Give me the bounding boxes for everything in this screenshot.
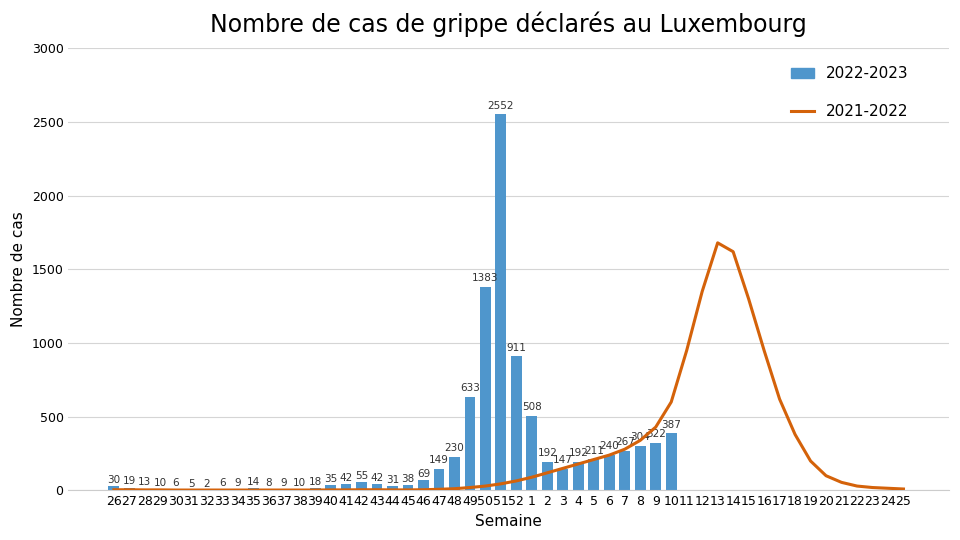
Bar (650, 443, 661, 490)
Text: 2: 2 (204, 479, 210, 489)
Text: 18: 18 (308, 477, 322, 487)
Bar (465, 397, 475, 490)
Bar (402, 485, 414, 490)
Text: 911: 911 (507, 342, 526, 353)
Bar (155, 489, 166, 490)
Text: 10: 10 (293, 478, 306, 488)
Text: 192: 192 (568, 449, 588, 458)
Bar (310, 488, 321, 490)
Text: 192: 192 (538, 449, 558, 458)
Bar (294, 489, 305, 490)
Bar (526, 416, 538, 490)
Text: 69: 69 (417, 469, 430, 479)
Text: 55: 55 (355, 471, 369, 481)
Text: 9: 9 (281, 478, 287, 488)
Title: Nombre de cas de grippe déclarés au Luxembourg: Nombre de cas de grippe déclarés au Luxe… (210, 11, 807, 37)
Bar (558, 469, 568, 490)
Text: 211: 211 (584, 446, 604, 456)
Text: 230: 230 (444, 443, 465, 453)
Text: 304: 304 (631, 432, 650, 442)
Text: 14: 14 (247, 477, 260, 487)
Bar (418, 480, 429, 490)
Bar (511, 356, 522, 490)
Text: 19: 19 (123, 476, 136, 487)
Text: 240: 240 (599, 441, 619, 451)
Text: 31: 31 (386, 475, 399, 485)
Text: 13: 13 (138, 477, 152, 488)
Text: 147: 147 (553, 455, 573, 465)
Text: 267: 267 (614, 437, 635, 448)
Text: 30: 30 (108, 475, 120, 485)
Text: 387: 387 (661, 420, 682, 430)
Bar (588, 460, 599, 490)
Bar (278, 489, 290, 490)
Bar (666, 434, 677, 490)
Text: 9: 9 (234, 478, 241, 488)
Bar (263, 489, 275, 490)
Bar (325, 485, 336, 490)
Text: 508: 508 (522, 402, 541, 412)
Text: 5: 5 (188, 478, 195, 489)
Text: 8: 8 (265, 478, 272, 488)
X-axis label: Semaine: Semaine (475, 514, 542, 529)
Text: 42: 42 (371, 473, 384, 483)
Text: 2552: 2552 (488, 100, 515, 111)
Text: 1383: 1383 (472, 273, 498, 283)
Legend: 2022-2023, 2021-2022: 2022-2023, 2021-2022 (785, 60, 915, 125)
Bar (248, 488, 258, 490)
Bar (108, 486, 119, 490)
Bar (542, 462, 553, 490)
Bar (232, 489, 243, 490)
Bar (573, 462, 584, 490)
Y-axis label: Nombre de cas: Nombre de cas (12, 212, 26, 327)
Bar (449, 457, 460, 490)
Text: 10: 10 (154, 478, 167, 488)
Text: 35: 35 (324, 474, 337, 484)
Text: 6: 6 (219, 478, 226, 488)
Bar (139, 489, 150, 490)
Text: 42: 42 (340, 473, 352, 483)
Bar (124, 488, 134, 490)
Bar (372, 484, 382, 490)
Bar (480, 287, 491, 490)
Bar (604, 455, 614, 490)
Text: 633: 633 (460, 383, 480, 394)
Bar (341, 484, 351, 490)
Text: 322: 322 (646, 429, 665, 440)
Bar (356, 482, 367, 490)
Bar (495, 114, 506, 490)
Bar (635, 446, 646, 490)
Text: 38: 38 (401, 474, 415, 484)
Bar (619, 451, 630, 490)
Bar (387, 486, 398, 490)
Text: 6: 6 (173, 478, 180, 488)
Text: 149: 149 (429, 455, 449, 465)
Bar (434, 469, 444, 490)
